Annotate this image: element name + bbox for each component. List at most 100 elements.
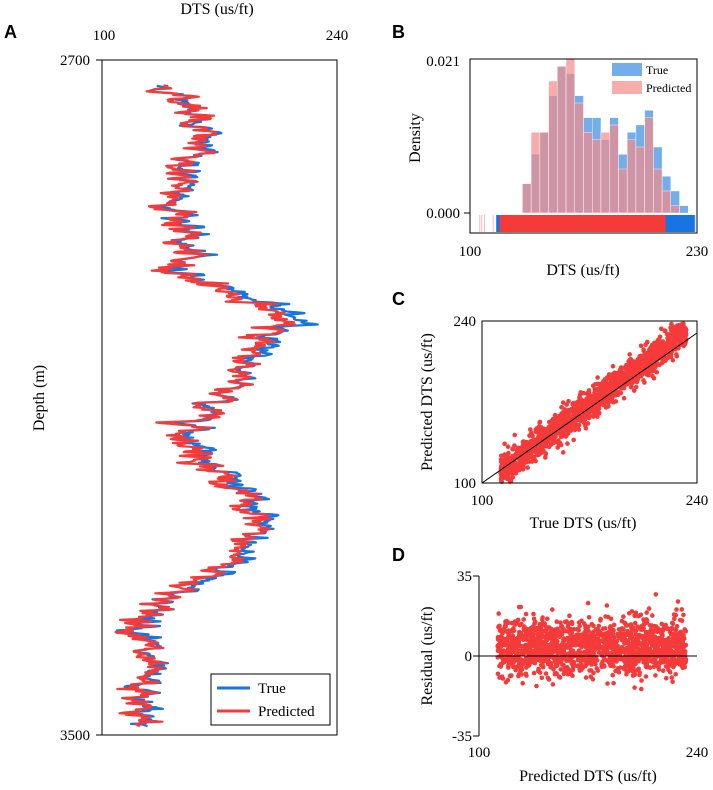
scatter-point (602, 382, 607, 388)
panel-d-points (495, 592, 689, 692)
panel-c-letter: C (392, 289, 405, 309)
residual-point (506, 632, 512, 638)
residual-point (583, 644, 588, 650)
scatter-point (619, 365, 624, 370)
residual-point (624, 645, 629, 651)
residual-point (641, 636, 646, 641)
residual-point (654, 639, 660, 644)
residual-point (660, 668, 666, 673)
residual-point (566, 667, 571, 672)
scatter-point (643, 342, 648, 348)
scatter-point (665, 355, 671, 361)
hist-bar-predicted (609, 124, 619, 214)
panel-b-ytick-max: 0.021 (426, 54, 460, 70)
residual-point (506, 620, 512, 625)
panel-a-xtick-max: 240 (326, 28, 349, 44)
residual-point (565, 620, 570, 626)
scatter-point (510, 470, 515, 476)
residual-point (503, 624, 509, 629)
residual-point (518, 630, 523, 636)
scatter-point (526, 451, 531, 457)
scatter-point (669, 321, 674, 327)
residual-point (624, 664, 630, 669)
scatter-point (501, 457, 507, 463)
residual-point (536, 668, 541, 674)
residual-point (553, 664, 559, 669)
panel-a-letter: A (4, 22, 17, 42)
residual-point (633, 632, 639, 637)
panel-b-frame (469, 58, 698, 234)
scatter-point (577, 395, 582, 400)
scatter-point (586, 415, 592, 421)
scatter-point (546, 444, 552, 450)
residual-point (671, 664, 676, 670)
scatter-point (621, 395, 627, 401)
residual-point (650, 633, 655, 639)
residual-point (617, 631, 623, 636)
panel-d-ytick-max: 35 (457, 569, 472, 585)
scatter-point (647, 362, 652, 368)
scatter-point (536, 432, 542, 438)
scatter-point (652, 365, 657, 370)
residual-point (518, 663, 523, 669)
scatter-point (656, 337, 662, 343)
scatter-point (674, 353, 680, 359)
residual-point (628, 631, 633, 636)
residual-point (598, 616, 603, 622)
hist-bar-predicted (592, 139, 602, 214)
residual-point (570, 667, 576, 673)
residual-point (515, 618, 521, 623)
residual-point (621, 614, 626, 619)
residual-point (502, 659, 507, 665)
residual-point (651, 664, 657, 669)
residual-point (659, 621, 665, 627)
residual-point (509, 641, 515, 646)
residual-point (655, 625, 660, 631)
scatter-point (651, 354, 656, 359)
residual-point (534, 627, 539, 632)
scatter-point (669, 329, 674, 334)
residual-point (674, 623, 680, 629)
scatter-point (566, 398, 571, 404)
panel-d-ytick-min: -35 (452, 729, 472, 745)
residual-point (602, 626, 608, 631)
residual-point (546, 626, 551, 631)
hist-bar-predicted (626, 139, 637, 214)
panel-b-letter: B (392, 22, 405, 42)
scatter-point (650, 349, 655, 354)
scatter-point (628, 384, 634, 390)
residual-point (533, 642, 539, 647)
residual-point (572, 641, 577, 647)
residual-point (644, 642, 650, 648)
residual-point (630, 668, 635, 674)
residual-point (640, 642, 645, 648)
residual-point (673, 627, 679, 633)
scatter-point (555, 430, 561, 436)
residual-point (653, 673, 658, 678)
residual-point (639, 686, 644, 692)
residual-point (611, 680, 616, 686)
scatter-point (631, 369, 636, 374)
residual-point (565, 624, 571, 630)
series-predicted-line (114, 84, 297, 728)
panel-c-xlabel: True DTS (us/ft) (530, 515, 637, 532)
hist-bar-predicted (539, 132, 549, 214)
scatter-point (674, 332, 679, 338)
scatter-point (555, 445, 560, 450)
scatter-point (618, 374, 623, 380)
panel-a: A DTS (us/ft) 100 240 2700 3500 Depth (m… (4, 1, 348, 744)
scatter-point (511, 453, 517, 459)
scatter-point (570, 422, 576, 428)
residual-point (605, 681, 610, 686)
scatter-point (596, 410, 602, 416)
scatter-point (600, 390, 605, 396)
residual-point (559, 658, 564, 663)
scatter-point (590, 397, 596, 402)
scatter-point (525, 455, 530, 461)
residual-point (561, 671, 567, 677)
panel-c-xtick-max: 240 (686, 493, 709, 509)
hist-bar-predicted (600, 132, 610, 214)
residual-point (561, 644, 566, 649)
scatter-point (638, 358, 644, 363)
residual-point (495, 671, 501, 677)
